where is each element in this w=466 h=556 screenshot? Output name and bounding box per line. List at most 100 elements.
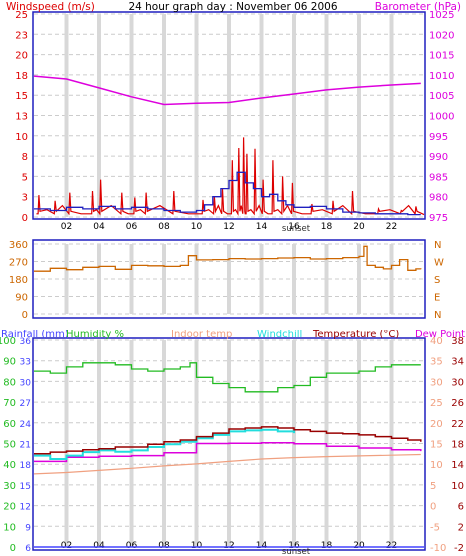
wind-tick-label: 20 xyxy=(15,51,28,62)
inner-temp-tick-label: 30 xyxy=(451,377,464,388)
temp-x-tick-label: 22 xyxy=(386,541,397,551)
wind-tick-label: 18 xyxy=(15,71,28,82)
rainfall-tick-label: 9 xyxy=(25,523,31,533)
chart-title: 24 hour graph day : November 06 2006 xyxy=(128,1,337,13)
wind-tick-label: 13 xyxy=(15,112,28,123)
temp-x-tick-label: 16 xyxy=(288,541,300,551)
humidity-tick-label: 20 xyxy=(3,502,16,513)
temperature-right-ticks: 40 38 35 34 30 30 25 26 20 22 15 18 10 14 5 10 0 6 -5 2 -10-… xyxy=(430,336,464,554)
wind-x-tick-label: 02 xyxy=(61,222,72,232)
barometer-tick-label: 1020 xyxy=(429,30,454,41)
temperature-series xyxy=(34,426,422,455)
temp-x-tick-label: 18 xyxy=(321,541,333,551)
temp-chart-grid xyxy=(34,339,424,548)
wind-tick-label: 23 xyxy=(15,30,28,41)
inner-temp-tick-label: 22 xyxy=(451,419,464,430)
rainfall-tick-label: 27 xyxy=(20,399,31,409)
temp-x-tick-label: 04 xyxy=(93,541,105,551)
outer-temp-tick-label: -10 xyxy=(430,543,446,554)
barometer-tick-label: 1025 xyxy=(429,10,454,21)
temp-x-tick-label: 10 xyxy=(191,541,203,551)
outer-temp-tick-label: 20 xyxy=(430,419,443,430)
temp-x-tick-label: 12 xyxy=(223,541,234,551)
outer-temp-tick-label: 5 xyxy=(430,481,436,492)
direction-chart-frame xyxy=(32,239,426,319)
compass-tick-label: S xyxy=(434,275,440,286)
inner-temp-tick-label: -2 xyxy=(454,543,464,554)
temp-x-tick-label: 08 xyxy=(158,541,170,551)
inner-temp-tick-label: 14 xyxy=(451,460,464,471)
wind-chart-x-ticks: 02 04 06 08 10 12 14 16 18 20 22 xyxy=(61,222,397,232)
outer-temp-tick-label: -5 xyxy=(430,522,440,533)
compass-tick-label: N xyxy=(434,240,441,251)
direction-tick-label: 360 xyxy=(9,240,28,251)
dewpoint-series xyxy=(34,442,422,463)
humidity-tick-label: 90 xyxy=(3,357,16,368)
wind-chart-frame xyxy=(32,11,426,220)
outer-temp-tick-label: 10 xyxy=(430,460,443,471)
humidity-tick-label: 30 xyxy=(3,481,16,492)
rainfall-tick-label: 36 xyxy=(20,337,32,347)
rainfall-tick-label: 15 xyxy=(20,482,31,492)
inner-temp-tick-label: 6 xyxy=(458,502,464,513)
barometer-right-ticks: 1025 1020 1015 1010 1005 1000 995 990 985 980 975 xyxy=(429,10,454,224)
barometer-tick-label: 1015 xyxy=(429,51,454,62)
dewpoint-label: Dew Point xyxy=(415,330,465,340)
wind-tick-label: 10 xyxy=(15,132,28,143)
barometer-tick-label: 1005 xyxy=(429,91,454,102)
humidity-tick-label: 70 xyxy=(3,398,16,409)
compass-tick-label: W xyxy=(434,258,444,269)
indoor-temp-label: Indoor temp xyxy=(171,330,232,340)
barometer-tick-label: 1010 xyxy=(429,71,454,82)
wind-tick-label: 0 xyxy=(22,213,28,224)
rainfall-tick-label: 24 xyxy=(20,420,32,430)
wind-x-tick-label: 04 xyxy=(93,222,105,232)
temp-chart-frame xyxy=(32,337,426,551)
wind-x-tick-label: 14 xyxy=(256,222,268,232)
temp-x-tick-label: 14 xyxy=(256,541,268,551)
wind-left-ticks: 25 23 20 18 15 13 10 8 5 3 0 xyxy=(15,10,28,224)
sunset-label-bottom: sunset xyxy=(282,547,311,556)
humidity-tick-label: 10 xyxy=(3,522,16,533)
wind-tick-label: 8 xyxy=(22,152,28,163)
barometer-axis-label: Barometer (hPa) xyxy=(375,1,461,13)
wind-x-tick-label: 12 xyxy=(223,222,234,232)
humidity-temperature-chart: 02 04 06 08 10 12 14 16 18 20 22 10090807060504030… xyxy=(0,330,465,556)
wind-tick-label: 25 xyxy=(15,10,28,21)
inner-temp-tick-label: 10 xyxy=(451,481,464,492)
barometer-tick-label: 990 xyxy=(429,152,448,163)
temp-x-tick-label: 02 xyxy=(61,541,72,551)
outer-temp-tick-label: 35 xyxy=(430,357,443,368)
wind-gust-series xyxy=(36,137,425,216)
indoor-temp-series xyxy=(33,453,421,475)
barometer-tick-label: 985 xyxy=(429,172,448,183)
outer-temp-tick-label: 25 xyxy=(430,398,443,409)
wind-x-tick-label: 16 xyxy=(288,222,300,232)
direction-tick-label: 0 xyxy=(22,310,28,321)
barometer-tick-label: 995 xyxy=(429,132,448,143)
humidity-series xyxy=(34,362,421,393)
rainfall-tick-label: 6 xyxy=(25,544,31,554)
outer-temp-tick-label: 15 xyxy=(430,440,443,451)
windchill-label: Windchill xyxy=(257,330,302,340)
wind-tick-label: 5 xyxy=(22,172,28,183)
compass-tick-label: N xyxy=(434,310,441,321)
rainfall-tick-label: 33 xyxy=(20,358,31,368)
compass-tick-label: E xyxy=(434,293,440,304)
direction-tick-label: 90 xyxy=(15,293,28,304)
rainfall-tick-label: 18 xyxy=(20,461,32,471)
wind-chart-grid xyxy=(34,13,424,218)
sunset-label: sunset xyxy=(282,224,311,232)
temperature-label: Temperature (°C) xyxy=(312,330,399,340)
wind-barometer-chart: 02 04 06 08 10 12 14 16 18 20 22 25 23 20 18 15 13 10 8 5 3… xyxy=(6,1,461,232)
wind-x-tick-label: 08 xyxy=(158,222,170,232)
wind-x-tick-label: 18 xyxy=(321,222,333,232)
rainfall-ticks: 36 33 30 27 24 21 18 15 12 9 6 xyxy=(20,337,32,554)
wind-x-tick-label: 22 xyxy=(386,222,397,232)
wind-average-series xyxy=(34,171,421,216)
direction-tick-label: 270 xyxy=(9,258,28,269)
humidity-label: Humidity % xyxy=(66,330,124,340)
